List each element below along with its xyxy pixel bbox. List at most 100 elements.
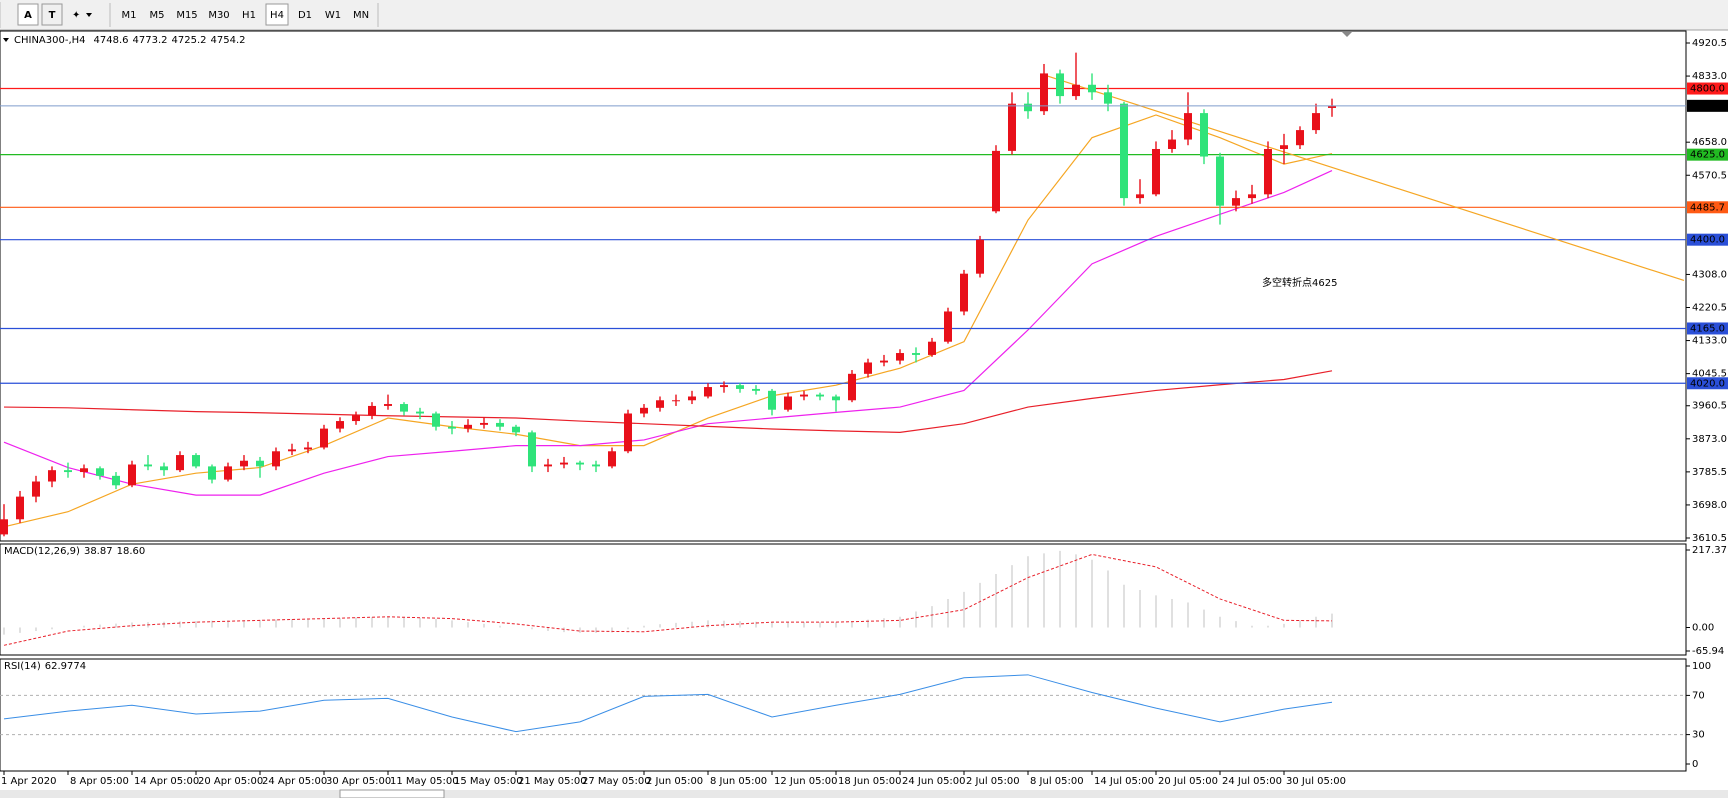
level-label-bg [1687, 233, 1728, 246]
candle-body [800, 394, 808, 397]
candle-body [608, 451, 616, 467]
y-tick-label: 3960.5 [1692, 401, 1727, 412]
ohlc-value: 4725.2 [172, 35, 207, 46]
timeframe-button[interactable]: M1 [122, 10, 137, 21]
candle-body [496, 422, 504, 427]
candle-body [784, 396, 792, 410]
candle-body [48, 470, 56, 482]
x-tick-label: 1 Apr 2020 [1, 776, 56, 787]
x-tick-label: 24 Apr 05:00 [262, 776, 327, 787]
annotation: 多空转折点4625 [1262, 276, 1337, 289]
candle-body [912, 353, 920, 355]
main-panel [0, 30, 1687, 542]
toolbar-bg [0, 0, 1728, 30]
candle-body [688, 396, 696, 401]
y-tick-label: 4658.0 [1692, 137, 1727, 148]
timeframe-button[interactable]: MN [353, 10, 369, 21]
candle-body [1232, 198, 1240, 206]
candle-body [64, 470, 72, 473]
current-price-bg [1687, 99, 1728, 112]
candle-body [432, 413, 440, 427]
button-face [17, 3, 39, 26]
candle-body [960, 273, 968, 312]
timeframe-button[interactable]: W1 [325, 10, 341, 21]
rsi-line [3, 674, 1333, 733]
macd-header: MACD(12,26,9) 38.87 18.60 [4, 546, 145, 557]
y-tick-label: 4308.0 [1692, 269, 1727, 280]
x-tick-label: 30 Jul 05:00 [1286, 776, 1346, 787]
moving-average [3, 169, 1333, 496]
candle-body [864, 362, 872, 374]
timeframe-button[interactable]: H4 [265, 3, 289, 26]
y-tick-label: 3610.5 [1692, 533, 1727, 544]
rsi-panel [0, 658, 1687, 772]
level-label-bg [1687, 377, 1728, 390]
candle-body [176, 455, 184, 471]
plot-layer: 4920.5 4833.0 4658.0 4570.5 4308.0 4220.5 4133… [0, 35, 1728, 787]
x-tick-label: 8 Jun 05:00 [710, 776, 767, 787]
candle-body [224, 466, 232, 480]
candle-body [80, 468, 88, 473]
trend-line [1043, 74, 1685, 282]
candle-body [128, 464, 136, 486]
timeframe-button[interactable]: M30 [208, 10, 229, 21]
active-face [265, 3, 289, 26]
candle-body [656, 400, 664, 408]
candle-body [160, 466, 168, 471]
x-tick-label: 20 Apr 05:00 [198, 776, 263, 787]
candle-body [1024, 103, 1032, 112]
timeframe-button[interactable]: M5 [150, 10, 165, 21]
x-tick-label: 12 Jun 05:00 [774, 776, 838, 787]
tool-button[interactable]: A [17, 3, 39, 26]
rsi-header: RSI(14) 62.9774 [4, 661, 86, 672]
button-label: T [49, 10, 56, 21]
level-label: 4400.0 [1690, 235, 1725, 246]
level-label-bg [1687, 201, 1728, 214]
y-tick-label: 217.37 [1692, 545, 1727, 556]
candle-body [896, 353, 904, 361]
shift-marker [1342, 32, 1352, 37]
level-label: 4165.0 [1690, 323, 1725, 334]
level-label: 4020.0 [1690, 378, 1725, 389]
ohlc-value: 4773.2 [133, 35, 168, 46]
candle-body [1008, 103, 1016, 151]
timeframe-label: H4 [270, 10, 284, 21]
y-tick-label: 4570.5 [1692, 170, 1727, 181]
chart-tab[interactable] [339, 789, 445, 798]
moving-average [3, 370, 1333, 433]
candle-body [992, 150, 1000, 212]
current-price-label: 4754.2 [1690, 101, 1725, 112]
candle-body [976, 239, 984, 274]
candle-body [32, 481, 40, 497]
candle-body [832, 396, 840, 401]
candle-body [752, 388, 760, 391]
timeframe-button[interactable]: M15 [176, 10, 197, 21]
candle-body [1152, 148, 1160, 195]
candle-body [208, 466, 216, 480]
candle-body [1088, 84, 1096, 93]
x-tick-label: 2 Jul 05:00 [966, 776, 1020, 787]
candle-body [1200, 113, 1208, 157]
timeframe-button[interactable]: H1 [242, 10, 256, 21]
candle-body [352, 415, 360, 422]
timeframe-label: M30 [208, 10, 229, 21]
candle-body [624, 413, 632, 452]
candle-body [192, 455, 200, 467]
level-label: 4800.0 [1690, 84, 1725, 95]
y-tick-label: 0 [1692, 759, 1698, 770]
timeframe-label: M5 [150, 10, 165, 21]
timeframe-button[interactable]: D1 [298, 10, 312, 21]
candle-body [928, 341, 936, 355]
tool-button[interactable]: T [41, 3, 63, 26]
indicator-title: MACD(12,26,9) [4, 546, 80, 557]
candle-body [1136, 194, 1144, 199]
y-tick-label: 3873.0 [1692, 434, 1727, 445]
x-tick-label: 15 May 05:00 [454, 776, 523, 787]
candle-body [768, 390, 776, 410]
x-tick-label: 21 May 05:00 [518, 776, 587, 787]
candle-body [1312, 113, 1320, 131]
x-tick-label: 27 May 05:00 [582, 776, 651, 787]
candle-body [144, 464, 152, 467]
candle-body [448, 426, 456, 429]
candle-body [736, 385, 744, 389]
